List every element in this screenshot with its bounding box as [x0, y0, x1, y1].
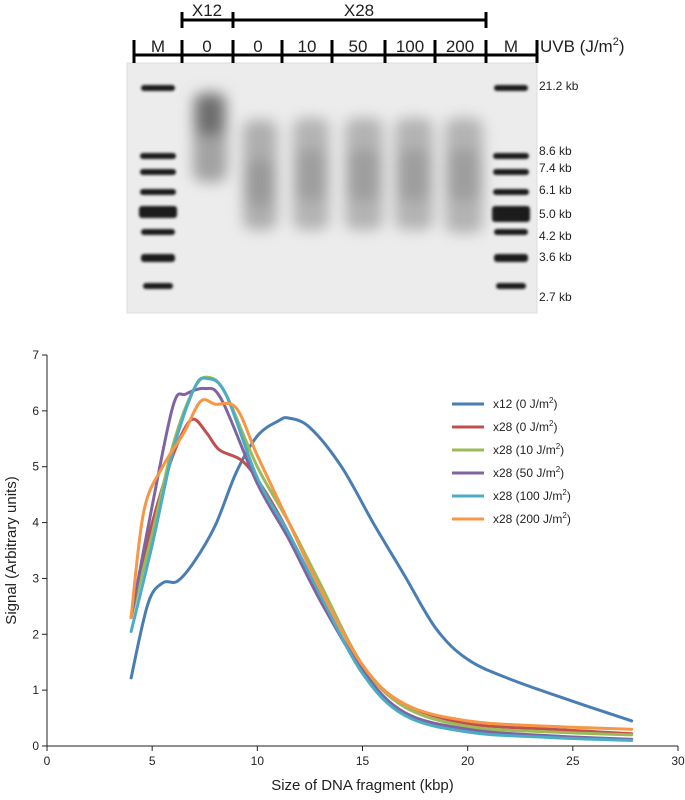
x-tick-label: 30 [671, 754, 685, 768]
x-tick-label: 25 [566, 754, 580, 768]
smear-x28-200 [445, 118, 483, 233]
legend-label: x28 (50 J/m2) [493, 465, 564, 480]
group-label-x12: X12 [192, 1, 222, 20]
x-tick-label: 20 [461, 754, 475, 768]
y-axis-title: Signal (Arbitrary units) [3, 476, 20, 624]
lane-labels: M 0 0 10 50 100 200 M [151, 37, 518, 56]
x-tick-label: 10 [251, 754, 265, 768]
x-axis-title: Size of DNA fragment (kbp) [271, 777, 454, 794]
smear-x28-0 [243, 120, 277, 230]
line-chart: 0 1 2 3 4 5 6 7 0 5 10 15 20 25 30 x12 (0 J/m2) x28 (0… [3, 348, 685, 794]
ladder-band [492, 206, 530, 222]
ladder-band [496, 283, 526, 289]
ladder-band [494, 254, 528, 262]
size-label-6-1kb: 6.1 kb [539, 183, 572, 197]
lane-label-marker-left: M [151, 37, 165, 56]
ladder-band [140, 189, 176, 195]
lane-label-x28-100: 100 [396, 37, 424, 56]
ladder-band [140, 153, 176, 159]
ladder-band [143, 283, 173, 289]
size-label-21-2kb: 21.2 kb [539, 79, 579, 93]
chart-legend: x12 (0 J/m2) x28 (0 J/m2) x28 (10 J/m2) x28… [452, 396, 571, 526]
legend-label: x12 (0 J/m2) [493, 396, 557, 411]
lane-label-x28-200: 200 [446, 37, 474, 56]
lane-label-x28-0: 0 [253, 37, 262, 56]
marker-ladder-left [139, 85, 177, 289]
y-tick-label: 1 [32, 683, 39, 697]
uvb-unit-label: UVB (J/m2) [540, 36, 625, 56]
y-tick-label: 3 [32, 571, 39, 585]
marker-ladder-right [492, 85, 530, 289]
lane-label-marker-right: M [504, 37, 518, 56]
smear-x28-10 [293, 118, 329, 230]
ladder-band [493, 153, 529, 159]
gel-figure: X12 X28 M 0 0 10 50 100 200 M UVB (J/m2)… [126, 1, 625, 314]
x-tick-label: 5 [149, 754, 156, 768]
size-label-4-2kb: 4.2 kb [539, 229, 572, 243]
lane-label-x28-10: 10 [298, 37, 317, 56]
ladder-band [141, 85, 175, 91]
x-tick-label: 0 [44, 754, 51, 768]
series-line-6 [129, 398, 634, 731]
y-axis-ticks: 0 1 2 3 4 5 6 7 [32, 348, 47, 753]
ladder-band [493, 169, 529, 175]
size-label-8-6kb: 8.6 kb [539, 144, 572, 158]
ladder-band [493, 189, 529, 195]
y-tick-label: 6 [32, 404, 39, 418]
lane-label-x28-50: 50 [349, 37, 368, 56]
ladder-band [494, 229, 528, 235]
size-label-3-6kb: 3.6 kb [539, 250, 572, 264]
legend-label: x28 (10 J/m2) [493, 442, 564, 457]
lane-label-x12-0: 0 [202, 37, 211, 56]
gel-lane-smears [193, 92, 483, 233]
ladder-band [139, 206, 177, 218]
size-label-5-0kb: 5.0 kb [539, 207, 572, 221]
series-line-4 [129, 386, 634, 741]
size-label-2-7kb: 2.7 kb [539, 290, 572, 304]
smear-x28-50 [345, 118, 383, 230]
size-marker-labels: 21.2 kb 8.6 kb 7.4 kb 6.1 kb 5.0 kb 4.2 … [539, 79, 579, 304]
size-label-7-4kb: 7.4 kb [539, 161, 572, 175]
series-line-1 [129, 416, 634, 723]
y-tick-label: 7 [32, 348, 39, 362]
x-tick-label: 15 [356, 754, 370, 768]
legend-label: x28 (200 J/m2) [493, 511, 571, 526]
y-tick-label: 4 [32, 516, 39, 530]
y-tick-label: 0 [32, 739, 39, 753]
chart-axes [46, 355, 678, 747]
legend-label: x28 (100 J/m2) [493, 488, 571, 503]
lane-header-bar [132, 40, 539, 63]
group-label-x28: X28 [344, 1, 374, 20]
series-lines [129, 375, 634, 742]
ladder-band [141, 229, 175, 235]
ladder-band [494, 85, 528, 91]
group-brackets [180, 12, 488, 28]
smear-x28-100 [395, 118, 433, 230]
y-tick-label: 2 [32, 627, 39, 641]
y-tick-label: 5 [32, 460, 39, 474]
ladder-band [141, 254, 175, 262]
smear-x12-0 [193, 92, 227, 182]
legend-label: x28 (0 J/m2) [493, 419, 557, 434]
x-axis-ticks: 0 5 10 15 20 25 30 [44, 746, 685, 768]
ladder-band [140, 169, 176, 175]
